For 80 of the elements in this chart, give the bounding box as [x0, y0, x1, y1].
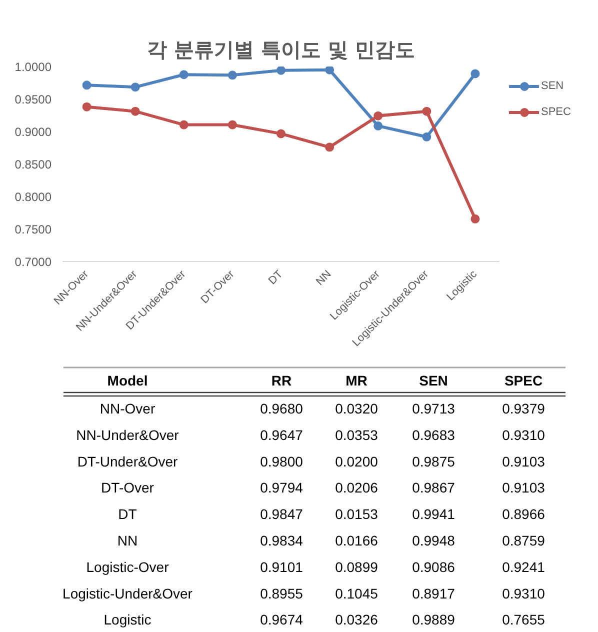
category-label: NN: [117, 532, 138, 548]
x-tick-label: NN: [314, 268, 334, 288]
data-label: 0.9834: [260, 532, 304, 548]
category-label: DT-Over: [101, 480, 154, 496]
y-tick-label: 0.9000: [14, 125, 52, 139]
point: [470, 214, 480, 224]
x-tick-label: DT: [266, 268, 286, 288]
data-label: 0.9310: [502, 426, 546, 443]
point: [179, 120, 188, 130]
point: [276, 129, 286, 138]
data-label: 0.9875: [412, 453, 456, 470]
category-label: DT-Under&Over: [77, 453, 178, 470]
data-label: 0.0320: [335, 400, 378, 416]
data-label: 0.1045: [335, 585, 378, 602]
data-label: 0.0200: [335, 453, 378, 470]
point: [422, 132, 432, 142]
point: [179, 70, 188, 80]
data-label: 0.9941: [412, 506, 456, 522]
text: SPEC: [504, 372, 543, 388]
data-label: 0.0899: [335, 558, 378, 575]
y-tick-label: 0.7000: [14, 255, 52, 269]
data-label: 0.9241: [502, 558, 546, 575]
text: SEN: [419, 372, 448, 388]
point: [325, 142, 334, 152]
data-label: 0.0166: [335, 532, 378, 548]
point: [325, 66, 334, 74]
data-label: 0.9101: [260, 558, 304, 575]
data-label: 0.7655: [502, 612, 546, 628]
data-label: 0.9680: [260, 400, 304, 416]
category-label: Logistic-Under&Over: [62, 585, 193, 602]
data-label: 0.9379: [502, 400, 546, 416]
point: [276, 66, 286, 75]
point: [228, 120, 237, 130]
category-label: DT: [118, 506, 138, 522]
y-tick-label: 0.8000: [14, 190, 52, 204]
y-tick-label: 0.7500: [14, 222, 52, 236]
chart-title: 각 분류기별 특이도 및 민감도: [147, 38, 415, 62]
data-label: 0.9867: [412, 480, 456, 496]
legend-label: SEN: [541, 80, 564, 92]
data-label: 0.9103: [502, 453, 546, 470]
data-label: 0.0353: [335, 426, 378, 443]
data-label: 0.9794: [260, 480, 304, 496]
data-label: 0.9800: [260, 453, 304, 470]
data-label: 0.0153: [335, 506, 378, 522]
data-label: 0.0326: [335, 612, 378, 628]
data-label: 0.0206: [335, 480, 378, 496]
data-label: 0.8759: [502, 532, 546, 548]
category-label: NN-Under&Over: [76, 426, 180, 443]
data-label: 0.9889: [412, 612, 456, 628]
category-label: NN-Over: [100, 400, 156, 416]
data-label: 0.8917: [412, 585, 456, 602]
data-label: 0.9647: [260, 426, 304, 443]
y-tick-label: 0.9500: [14, 92, 52, 106]
data-label: 0.9086: [412, 558, 456, 575]
data-label: 0.9713: [412, 400, 456, 416]
data-label: 0.9948: [412, 532, 456, 548]
point: [422, 106, 432, 116]
point: [470, 69, 480, 78]
data-label: 0.9103: [502, 480, 546, 496]
text: MR: [346, 372, 368, 388]
text: Model: [107, 372, 148, 388]
point: [374, 111, 383, 120]
category-label: Logistic: [104, 612, 152, 628]
data-label: 0.9674: [260, 612, 304, 628]
data-label: 0.8955: [260, 585, 304, 602]
point: [82, 80, 92, 90]
y-tick-label: 1.0000: [14, 60, 52, 74]
point: [374, 121, 383, 130]
text: RR: [271, 372, 292, 388]
data-label: 0.9683: [412, 426, 456, 443]
data-label: 0.9847: [260, 506, 304, 522]
category-label: Logistic-Over: [86, 558, 170, 575]
point: [130, 82, 140, 92]
point: [130, 106, 140, 116]
y-tick-label: 0.8500: [14, 158, 52, 172]
data-label: 0.8966: [502, 506, 546, 522]
data-label: 0.9310: [502, 585, 546, 602]
point: [82, 102, 92, 112]
legend-label: SPEC: [541, 106, 571, 118]
point: [228, 70, 237, 80]
